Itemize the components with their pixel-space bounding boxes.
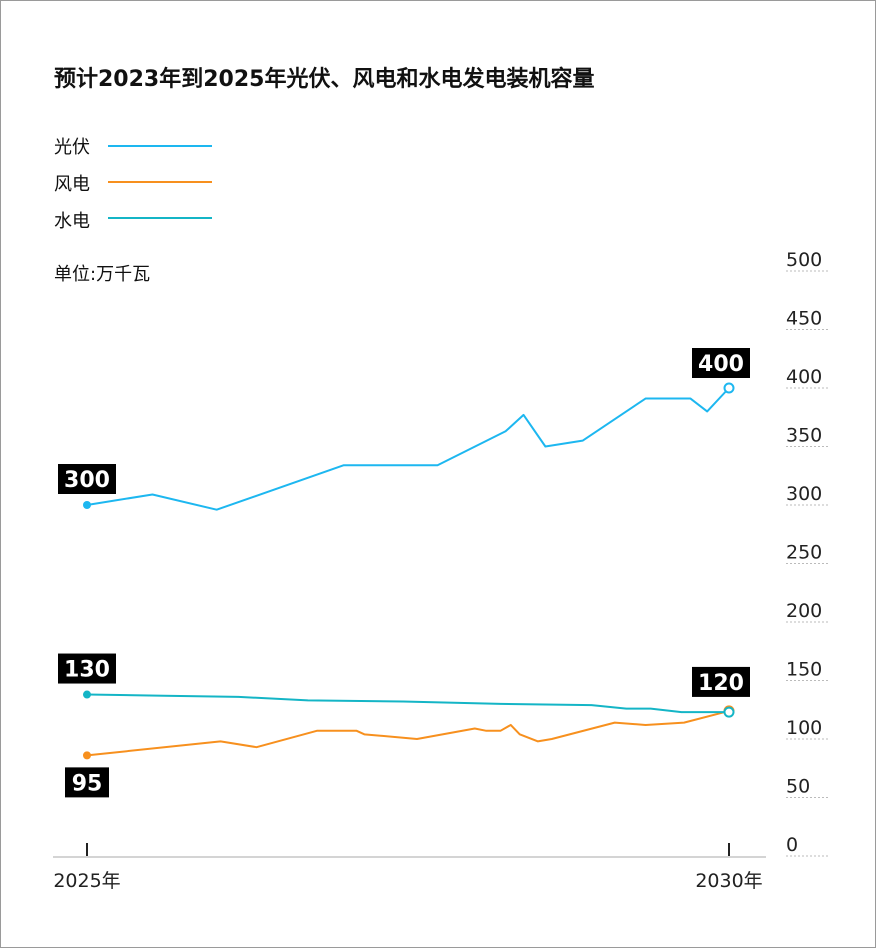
series-line-solar xyxy=(86,387,730,511)
start-point-hydro xyxy=(83,690,91,699)
series-line-wind xyxy=(86,709,730,757)
label-solar-start-box xyxy=(58,464,116,494)
y-tick-label: 450 xyxy=(786,308,822,330)
legend-label-solar: 光伏 xyxy=(54,137,90,158)
legend-line-hydro xyxy=(108,217,212,219)
label-wind-start: 95 xyxy=(72,771,103,796)
label-wind-end-box xyxy=(692,666,750,697)
y-tick-label: 200 xyxy=(786,600,822,622)
legend-label-hydro: 水电 xyxy=(54,211,90,232)
legend-line-wind xyxy=(108,181,212,183)
label-hydro-start-box xyxy=(58,653,116,684)
x-tick-label: 2030年 xyxy=(695,870,762,892)
label-wind-start-box xyxy=(65,767,109,798)
y-tick-label: 500 xyxy=(786,249,822,271)
label-wind-end: 120 xyxy=(698,671,744,696)
y-tick-label: 250 xyxy=(786,542,822,564)
y-tick-label: 150 xyxy=(786,659,822,681)
y-tick-label: 50 xyxy=(786,776,810,798)
y-tick-label: 350 xyxy=(786,425,822,447)
label-hydro-start: 130 xyxy=(64,658,110,683)
series-line-hydro xyxy=(86,693,729,714)
legend-label-wind: 风电 xyxy=(54,174,90,195)
x-tick-label: 2025年 xyxy=(53,870,120,892)
y-tick-label: 100 xyxy=(786,717,822,739)
end-point-solar xyxy=(723,382,735,394)
label-solar-end: 400 xyxy=(698,352,744,377)
start-point-wind xyxy=(83,751,91,760)
label-solar-end-box xyxy=(692,348,750,378)
end-point-hydro xyxy=(723,706,735,718)
start-point-solar xyxy=(83,501,91,509)
unit-label: 单位:万千瓦 xyxy=(54,264,151,285)
legend-line-solar xyxy=(108,145,212,147)
y-tick-label: 0 xyxy=(786,834,798,856)
y-tick-label: 400 xyxy=(786,366,822,388)
chart-title: 预计2023年到2025年光伏、风电和水电发电装机容量 xyxy=(54,67,595,92)
y-tick-label: 300 xyxy=(786,483,822,505)
label-solar-start: 300 xyxy=(64,468,110,493)
